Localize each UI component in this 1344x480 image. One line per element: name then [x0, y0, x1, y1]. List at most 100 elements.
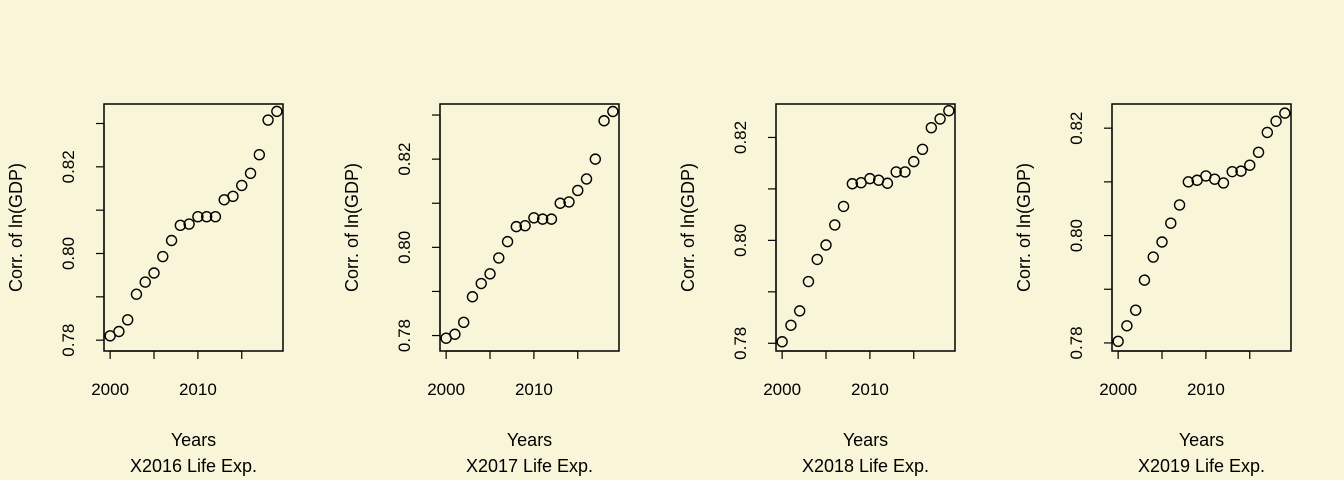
data-point: [793, 305, 806, 317]
data-point: [598, 115, 610, 127]
data-point: [209, 210, 222, 223]
data-point: [1217, 177, 1230, 189]
data-point: [1112, 335, 1124, 348]
data-point: [925, 121, 938, 134]
data-point: [236, 179, 248, 192]
x-axis-label: Years: [171, 430, 216, 450]
data-point: [466, 291, 479, 303]
y-axis-label: Corr. of ln(GDP): [6, 163, 26, 292]
data-point: [916, 143, 929, 155]
data-point: [457, 316, 470, 329]
data-point: [1147, 251, 1159, 263]
x-tick-label: 2010: [179, 380, 217, 399]
x-tick-label: 2010: [515, 380, 553, 399]
data-point: [200, 210, 213, 223]
x-tick-label: 2010: [1187, 380, 1225, 399]
x-tick-label: 2000: [427, 380, 465, 399]
data-point: [572, 184, 584, 197]
y-tick-label: 0.78: [731, 327, 750, 360]
data-point: [811, 253, 823, 266]
data-point: [1261, 126, 1274, 139]
data-point: [253, 148, 266, 161]
data-point: [829, 219, 841, 231]
data-point: [563, 196, 575, 208]
data-point: [908, 155, 920, 168]
data-point: [1235, 165, 1247, 177]
data-point: [104, 330, 116, 342]
chart-panel-2: 2000 2010 0.78 0.80 0.82 Corr. of ln(GDP) Year…: [342, 103, 620, 476]
data-point: [519, 220, 531, 232]
data-point: [165, 234, 178, 247]
data-point: [846, 178, 859, 190]
data-point: [484, 268, 496, 280]
data-point: [1165, 217, 1177, 229]
data-point: [130, 288, 143, 300]
data-point: [1156, 236, 1168, 248]
data-point: [157, 250, 169, 263]
data-point: [776, 336, 788, 348]
x-tick-label: 2000: [1099, 380, 1137, 399]
y-axis-label: Corr. of ln(GDP): [1014, 163, 1034, 292]
data-point: [1279, 107, 1291, 119]
data-point: [890, 166, 902, 178]
data-point: [1252, 146, 1265, 159]
data-point: [785, 319, 797, 331]
data-point: [493, 252, 505, 264]
chart-panel-4: 2000 2010 0.78 0.80 0.82 Corr. of ln(GDP) Year…: [1014, 103, 1292, 476]
y-tick-label: 0.80: [59, 237, 78, 270]
x-axis-label: Years: [507, 430, 552, 450]
y-tick-label: 0.78: [59, 324, 78, 357]
data-point: [139, 276, 151, 288]
data-point: [837, 200, 850, 213]
data-point: [271, 105, 283, 118]
y-tick-label: 0.80: [1067, 219, 1086, 252]
data-point: [449, 328, 461, 340]
data-point: [545, 213, 558, 225]
x-axis-label: Years: [1179, 430, 1224, 450]
data-point: [475, 277, 487, 290]
x-axis-subtitle: X2019 Life Exp.: [1138, 456, 1265, 476]
data-point: [192, 210, 204, 223]
data-point: [174, 219, 187, 232]
data-point: [121, 314, 134, 326]
data-point: [934, 113, 946, 125]
y-tick-label: 0.82: [731, 121, 750, 154]
data-point: [881, 177, 894, 189]
data-point: [148, 267, 160, 279]
data-point: [1191, 174, 1203, 186]
data-point: [820, 239, 832, 251]
x-tick-label: 2000: [91, 380, 129, 399]
x-tick-label: 2000: [763, 380, 801, 399]
data-point: [1182, 176, 1195, 188]
data-point: [1121, 320, 1133, 332]
data-point: [1244, 159, 1256, 171]
data-point: [1173, 199, 1186, 211]
data-point: [510, 220, 523, 233]
data-point: [1129, 304, 1142, 316]
y-tick-label: 0.78: [1067, 326, 1086, 359]
x-axis-subtitle: X2016 Life Exp.: [130, 456, 257, 476]
x-axis-label: Years: [843, 430, 888, 450]
y-tick-label: 0.78: [395, 319, 414, 352]
y-tick-label: 0.80: [395, 231, 414, 264]
y-axis-label: Corr. of ln(GDP): [342, 163, 362, 292]
y-axis-label: Corr. of ln(GDP): [678, 163, 698, 292]
x-axis-subtitle: X2017 Life Exp.: [466, 456, 593, 476]
chart-panel-1: 2000 2010 0.78 0.80 0.82 Corr. of ln(GDP) Year…: [6, 103, 284, 476]
data-point: [536, 213, 549, 225]
data-point: [1270, 115, 1282, 127]
y-tick-label: 0.80: [731, 224, 750, 257]
data-point: [802, 275, 815, 288]
chart-panel-3: 2000 2010 0.78 0.80 0.82 Corr. of ln(GDP) Year…: [678, 103, 956, 476]
data-point: [554, 197, 566, 209]
data-point: [183, 218, 195, 230]
data-point: [227, 190, 239, 203]
y-tick-label: 0.82: [395, 143, 414, 176]
x-tick-label: 2010: [851, 380, 889, 399]
data-point: [528, 212, 540, 224]
data-point: [113, 325, 125, 338]
y-tick-label: 0.82: [1067, 112, 1086, 145]
data-point: [607, 105, 619, 118]
data-point: [899, 166, 911, 178]
